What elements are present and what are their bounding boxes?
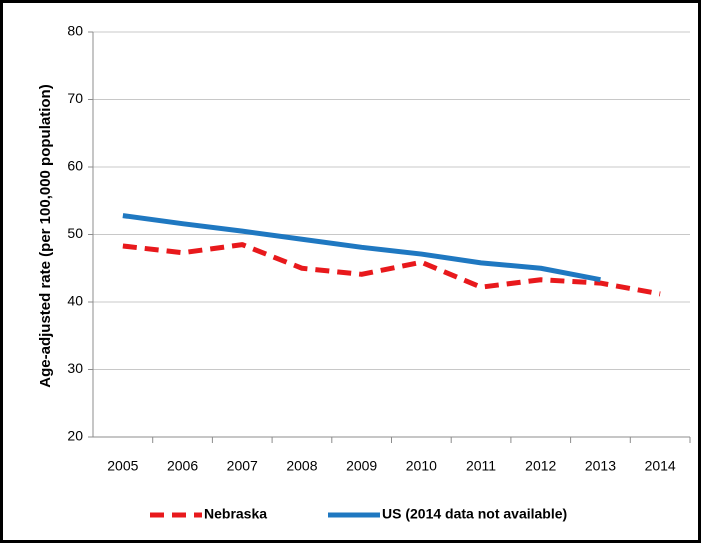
x-tick-label: 2013 [585,458,616,474]
y-tick-label: 30 [67,360,83,376]
y-tick-label: 60 [67,158,83,174]
line-series [122,242,661,297]
x-tick-label: 2011 [466,458,496,474]
x-tick-label: 2014 [645,458,676,474]
y-tick-label: 40 [67,293,83,309]
x-tick-label: 2012 [525,458,556,474]
x-tick-label: 2009 [346,458,377,474]
y-axis-title: Age-adjusted rate (per 100,000 populatio… [37,84,54,387]
y-tick-label: 20 [67,428,83,444]
x-tick-label: 2005 [107,458,138,474]
x-tick-label: 2010 [406,458,437,474]
y-tick-label: 50 [67,225,83,241]
line-series [122,213,601,283]
y-tick-label: 80 [67,23,83,39]
legend-label: Nebraska [204,506,267,522]
y-tick-label: 70 [67,90,83,106]
x-tick-label: 2008 [286,458,317,474]
x-tick-label: 2007 [227,458,258,474]
legend-label: US (2014 data not available) [382,506,567,522]
x-tick-label: 2006 [167,458,198,474]
